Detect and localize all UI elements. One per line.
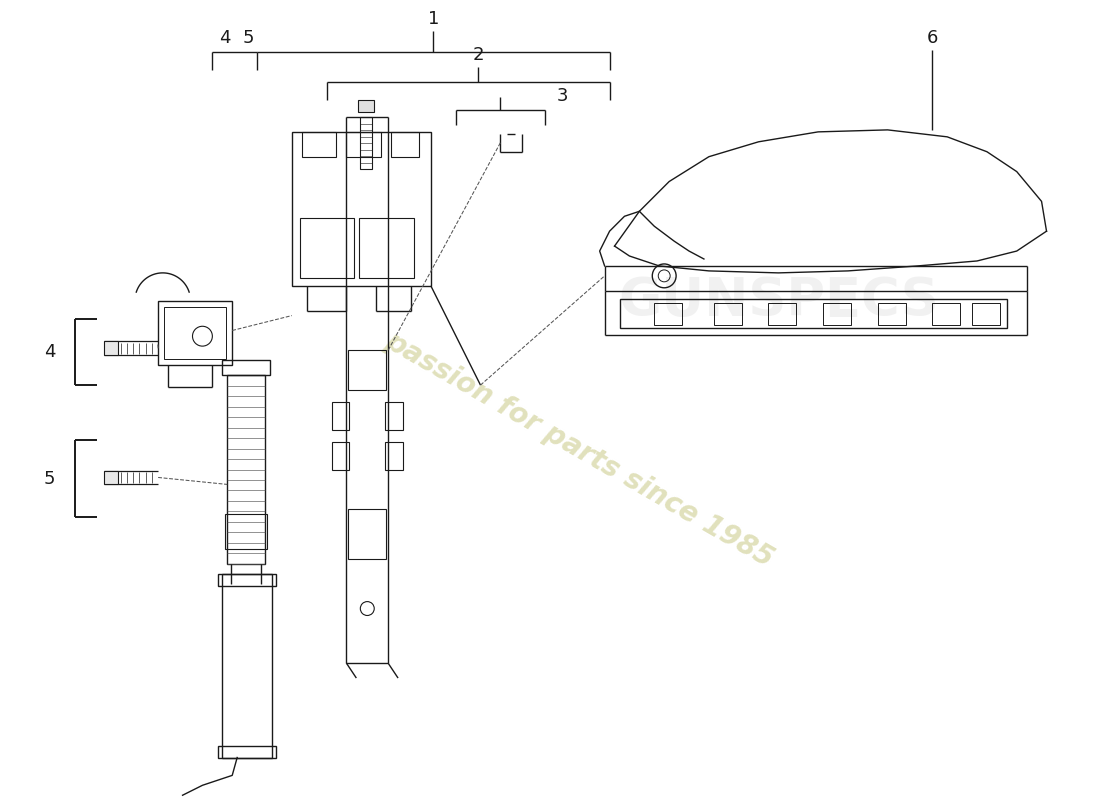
Text: GUNSPECS: GUNSPECS (618, 274, 938, 326)
Bar (714, 302, 741, 325)
Text: 6: 6 (926, 30, 938, 47)
Text: 4  5: 4 5 (220, 30, 254, 47)
Bar (164, 306, 227, 359)
Bar (359, 100, 374, 112)
Bar (392, 132, 419, 157)
Bar (222, 360, 270, 375)
Bar (292, 132, 431, 286)
Text: 4: 4 (44, 343, 55, 362)
Text: 3: 3 (557, 87, 569, 105)
Text: passion for parts since 1985: passion for parts since 1985 (381, 326, 779, 573)
Bar (972, 302, 1000, 325)
Bar (104, 470, 118, 485)
Bar (654, 302, 682, 325)
Bar (933, 302, 960, 325)
Bar (104, 342, 118, 355)
Text: 5: 5 (44, 470, 55, 489)
Bar (218, 574, 276, 586)
Bar (218, 746, 276, 758)
Bar (331, 402, 350, 430)
Bar (299, 218, 354, 278)
Text: 2: 2 (472, 46, 484, 64)
Bar (361, 118, 372, 169)
Bar (301, 132, 337, 157)
Bar (349, 350, 386, 390)
Bar (228, 375, 265, 564)
Bar (222, 574, 272, 758)
Bar (157, 301, 232, 366)
Bar (360, 218, 414, 278)
Text: 1: 1 (428, 10, 439, 28)
Bar (823, 302, 851, 325)
Bar (385, 442, 403, 470)
Bar (385, 402, 403, 430)
Bar (346, 132, 382, 157)
Bar (226, 514, 267, 549)
Bar (331, 442, 350, 470)
Bar (878, 302, 905, 325)
Bar (349, 510, 386, 559)
Bar (619, 298, 1006, 329)
Bar (769, 302, 796, 325)
